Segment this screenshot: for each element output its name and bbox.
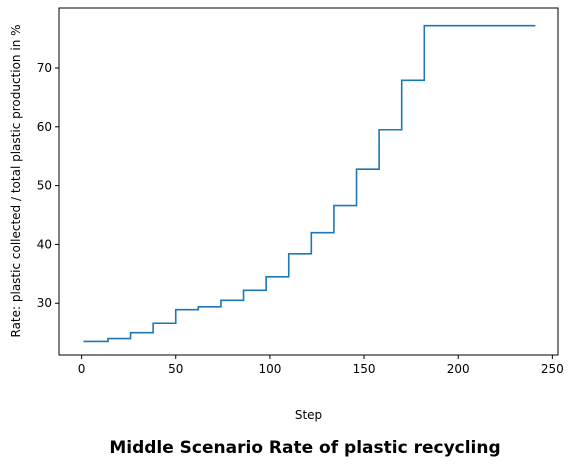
y-tick-label: 60 [37,120,52,134]
y-tick-label: 40 [37,237,52,251]
x-tick-label: 200 [447,362,470,376]
axes-layer: 0 50 100 150 200 250 30 40 50 60 70 [37,7,564,376]
x-axis-label: Step [295,408,322,422]
series-line-0 [83,24,536,343]
y-tick-label: 30 [37,296,52,310]
plot-area [59,8,558,355]
x-tick-label: 250 [541,362,564,376]
x-tick-label: 0 [78,362,86,376]
y-axis-label: Rate: plastic collected / total plastic … [9,24,23,337]
series-layer [83,24,536,343]
y-tick-label: 50 [37,179,52,193]
x-tick-label: 150 [353,362,376,376]
x-tick-label: 100 [258,362,281,376]
chart-title: Middle Scenario Rate of plastic recyclin… [109,438,500,458]
axes-frame [58,7,559,356]
x-tick-label: 50 [168,362,183,376]
y-tick-label: 70 [37,61,52,75]
